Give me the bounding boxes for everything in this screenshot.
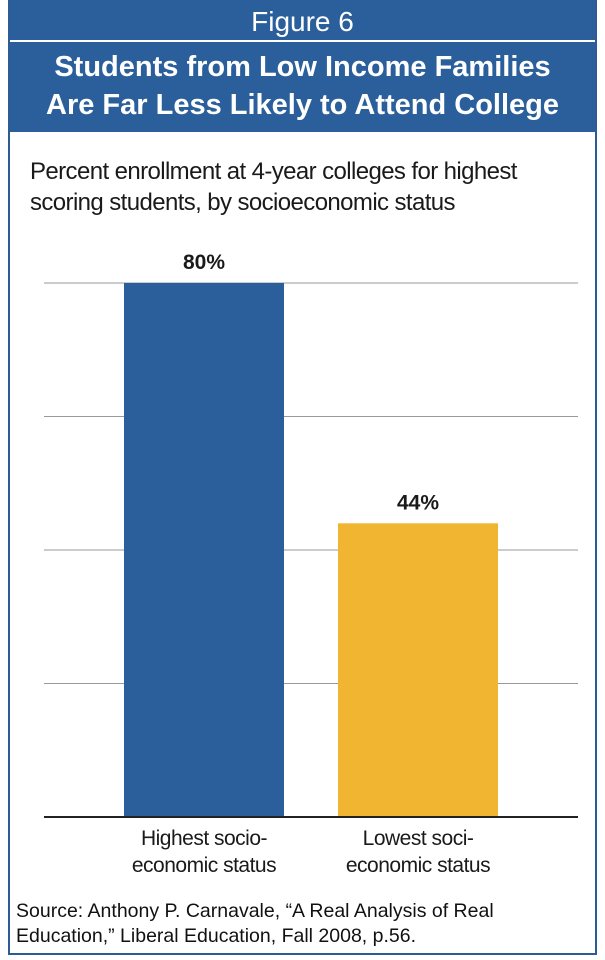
chart-subtitle: Percent enrollment at 4-year colleges fo…: [30, 156, 550, 218]
subtitle-line-2: scoring students, by socioeconomic statu…: [30, 189, 456, 216]
category-label-1: Highest socio-economic status: [132, 827, 276, 877]
figure-label: Figure 6: [251, 6, 354, 37]
category-label-2-line-1: Lowest soci-: [363, 827, 474, 850]
figure-title: Students from Low Income Families Are Fa…: [10, 48, 595, 124]
header-divider: [10, 40, 595, 42]
title-line-2: Are Far Less Likely to Attend College: [46, 89, 559, 121]
category-label-1-line-2: economic status: [132, 854, 276, 877]
data-label-2: 44%: [397, 491, 439, 514]
bar-1: [124, 283, 284, 817]
figure-frame: Figure 6 Students from Low Income Famili…: [8, 0, 597, 955]
figure-header: Figure 6 Students from Low Income Famili…: [10, 0, 595, 132]
source-note: Source: Anthony P. Carnavale, “A Real An…: [16, 900, 494, 947]
subtitle-line-1: Percent enrollment at 4-year colleges fo…: [30, 158, 517, 185]
bar-chart: 80%44%Highest socio-economic statusLowes…: [44, 251, 578, 877]
data-label-1: 80%: [183, 251, 225, 274]
bar-2: [338, 523, 498, 817]
title-line-1: Students from Low Income Families: [54, 51, 551, 83]
category-label-1-line-1: Highest socio-: [141, 827, 268, 850]
category-label-2-line-2: economic status: [346, 854, 490, 877]
category-label-2: Lowest soci-economic status: [346, 827, 490, 877]
